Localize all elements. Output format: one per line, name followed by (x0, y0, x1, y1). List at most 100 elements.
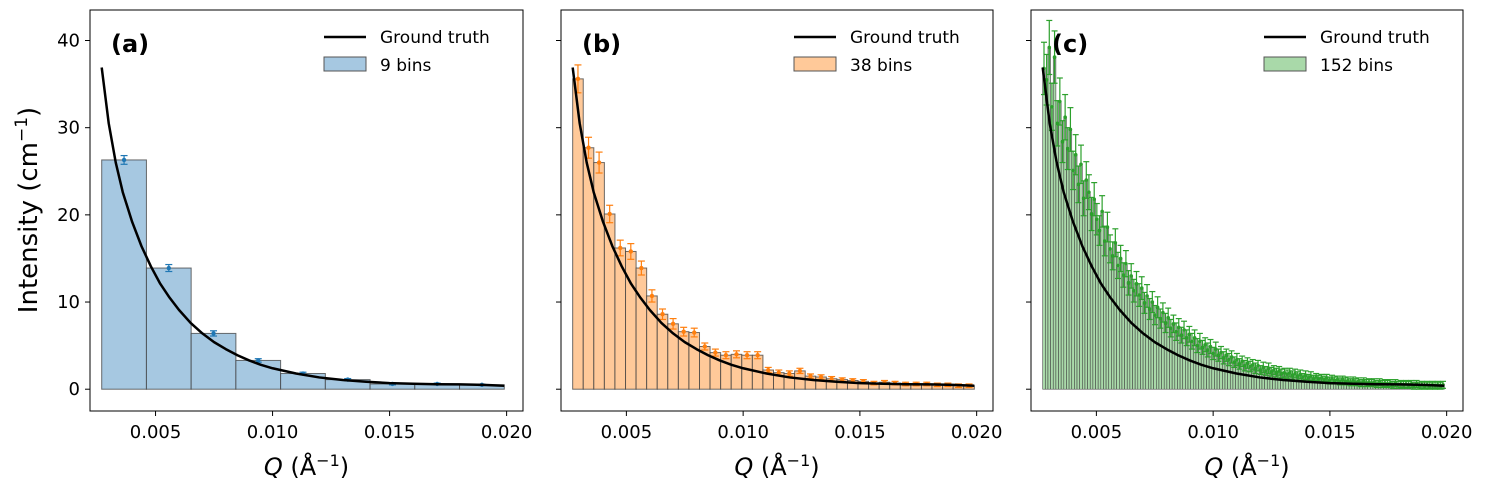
data-point (1301, 375, 1305, 379)
bar (1050, 106, 1054, 390)
bar (625, 250, 637, 390)
data-point (1155, 305, 1160, 310)
data-point (1216, 353, 1221, 358)
data-point (1274, 370, 1279, 375)
data-point (1142, 301, 1147, 305)
bar (1132, 290, 1136, 390)
data-point (1129, 274, 1133, 278)
data-point (1200, 345, 1205, 350)
plot-area-a (100, 67, 505, 390)
data-point (1163, 321, 1168, 325)
x-tick-label: 0.010 (717, 422, 769, 443)
data-point (1158, 316, 1163, 321)
data-point (766, 367, 771, 373)
legend-bar-swatch (793, 56, 837, 72)
data-point (1147, 307, 1152, 311)
data-point (723, 353, 729, 358)
y-tick-label: 30 (57, 118, 80, 139)
bar (1047, 47, 1051, 390)
data-point (1145, 294, 1149, 298)
data-point (1361, 379, 1366, 384)
data-point (1293, 371, 1297, 376)
data-point (1319, 376, 1324, 380)
data-point (1058, 99, 1062, 104)
data-point (1166, 315, 1170, 320)
bar (1084, 179, 1088, 390)
data-point (1295, 374, 1300, 378)
data-point (1245, 361, 1250, 365)
data-point (1108, 247, 1112, 251)
data-point (1087, 190, 1091, 194)
data-point (1055, 121, 1060, 126)
y-tick-label: 0 (69, 379, 80, 400)
data-point (1047, 45, 1052, 50)
data-point (1224, 353, 1229, 358)
data-point (829, 376, 834, 381)
panel-a: 0.005 0.010 0.015 0.020 0 10 20 30 40 Q (Å−1) (a) G… (57, 9, 532, 481)
bar (1076, 184, 1080, 390)
bar (1137, 294, 1141, 390)
data-point (1044, 77, 1049, 82)
x-tick-label: 0.015 (364, 422, 416, 443)
data-point (1169, 326, 1173, 330)
data-point (1195, 343, 1200, 348)
bar (1129, 275, 1133, 390)
bar (1042, 68, 1046, 390)
y-tick-label: 10 (57, 292, 80, 313)
bar (730, 353, 743, 390)
x-tick-label: 0.020 (951, 422, 1003, 443)
bar (1066, 148, 1070, 390)
data-point (1052, 55, 1057, 59)
data-point (607, 211, 612, 217)
bar (1113, 242, 1117, 390)
legend-bar-swatch (1263, 56, 1307, 72)
data-point (649, 293, 655, 299)
data-point (797, 368, 803, 374)
bar (1092, 198, 1096, 390)
x-tick-label: 0.010 (1187, 422, 1239, 443)
bar (1087, 191, 1091, 390)
data-point (1335, 377, 1340, 382)
data-point (1097, 228, 1102, 233)
x-axis-label: Q (Å−1) (734, 451, 819, 482)
bar (1134, 283, 1139, 390)
bar (688, 332, 701, 390)
bar (1097, 230, 1102, 390)
data-point (1346, 378, 1350, 383)
data-point (1322, 377, 1326, 382)
data-point (211, 331, 216, 336)
data-point (1071, 168, 1075, 173)
data-point (1203, 342, 1207, 347)
data-point (1065, 146, 1070, 151)
data-point (787, 371, 792, 376)
axes-frame (560, 9, 994, 412)
bar (1089, 213, 1094, 390)
bar (1142, 302, 1147, 390)
data-point (1139, 286, 1144, 290)
data-point (1206, 348, 1210, 352)
legend-label-bins: 152 bins (1320, 56, 1393, 76)
legend-bar-swatch (323, 56, 367, 72)
bar (1145, 295, 1149, 390)
bar (572, 78, 584, 390)
legend-label-ground-truth: Ground truth (850, 28, 960, 48)
x-tick-label: 0.005 (601, 422, 653, 443)
data-point (1272, 368, 1276, 372)
bar (1116, 265, 1120, 390)
bar (1045, 79, 1049, 390)
panel-label: (b) (582, 30, 621, 58)
bar (1063, 116, 1067, 390)
data-point (1356, 379, 1361, 384)
bar (1103, 240, 1107, 390)
data-point (1237, 362, 1242, 366)
data-point (1068, 127, 1073, 132)
axes-frame (1030, 9, 1464, 412)
y-tick-label: 20 (57, 205, 80, 226)
data-point (702, 344, 707, 349)
bar (1071, 170, 1075, 390)
y-axis-label: Intensity (cm−1) (12, 107, 44, 313)
data-point (628, 249, 634, 254)
bar (1153, 314, 1157, 390)
